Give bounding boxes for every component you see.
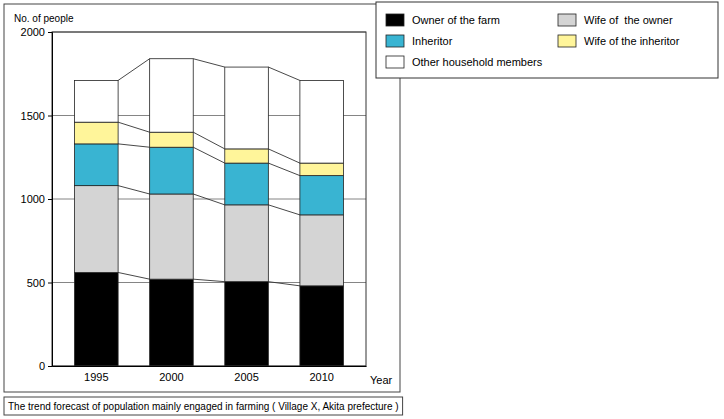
- x-tick-label: 2010: [309, 371, 333, 383]
- bar-segment: [300, 80, 344, 163]
- connector-line: [193, 59, 225, 67]
- y-tick-label: 0: [39, 360, 45, 372]
- y-tick-mark: [48, 116, 52, 117]
- y-tick-label: 1000: [21, 193, 45, 205]
- y-tick-mark: [48, 366, 52, 367]
- legend-label: Wife of the owner: [584, 14, 673, 26]
- connector-line: [268, 205, 300, 215]
- grid: [52, 32, 366, 366]
- legend-item: Wife of the inheritor: [558, 35, 680, 47]
- legend-label: Wife of the inheritor: [584, 35, 680, 47]
- bar-segment: [300, 176, 344, 215]
- title-frame: [4, 397, 403, 415]
- legend-swatch: [386, 14, 404, 26]
- legend-swatch: [386, 35, 404, 47]
- plot-frame: [52, 32, 366, 366]
- bar-segment: [150, 59, 194, 132]
- bar-segment: [225, 163, 269, 205]
- connector-line: [118, 144, 150, 147]
- legend: Owner of the farm Wife of the owner Inheri…: [376, 2, 718, 78]
- connector-line: [193, 279, 225, 282]
- legend-label: Inheritor: [412, 35, 453, 47]
- y-tick-label: 2000: [21, 26, 45, 38]
- chart-title: The trend forecast of population mainly …: [8, 401, 399, 412]
- x-tick: 2000: [159, 366, 183, 383]
- connector-line: [268, 67, 300, 80]
- x-tick: 2005: [234, 366, 258, 383]
- legend-item: Other household members: [386, 56, 543, 68]
- legend-label: Other household members: [412, 56, 543, 68]
- connector-line: [118, 59, 150, 81]
- legend-item: Wife of the owner: [558, 14, 673, 26]
- bar-segment: [225, 282, 269, 366]
- bar-segment: [75, 186, 119, 273]
- bar-segment: [75, 122, 119, 144]
- y-tick: 1000: [21, 193, 52, 205]
- y-tick: 2000: [21, 26, 52, 38]
- connector-line: [193, 132, 225, 149]
- y-axis-line: [48, 33, 53, 367]
- legend-swatch: [558, 14, 576, 26]
- y-axis: 0 500 1000 1500 2000: [21, 26, 53, 372]
- connector-line: [268, 149, 300, 163]
- y-tick-mark: [48, 283, 52, 284]
- y-tick-mark: [48, 32, 52, 33]
- y-tick: 1500: [21, 110, 52, 122]
- bar-segment: [225, 67, 269, 149]
- bar-segment: [75, 80, 119, 122]
- bar-segment: [75, 144, 119, 186]
- bars: [75, 59, 344, 366]
- x-tick-label: 2000: [159, 371, 183, 383]
- y-tick-mark: [48, 199, 52, 200]
- bar-segment: [300, 215, 344, 286]
- connector-line: [193, 147, 225, 163]
- y-tick-label: 500: [27, 277, 45, 289]
- legend-frame: [376, 2, 718, 78]
- connector-line: [193, 194, 225, 205]
- legend-item: Inheritor: [386, 35, 453, 47]
- legend-item: Owner of the farm: [386, 14, 500, 26]
- connector-line: [118, 186, 150, 194]
- x-tick-label: 1995: [84, 371, 108, 383]
- y-tick: 0: [39, 360, 52, 372]
- bar-segment: [300, 286, 344, 366]
- bar-segment: [300, 163, 344, 176]
- legend-swatch: [386, 56, 404, 68]
- connector-line: [268, 163, 300, 176]
- chart-frame: [4, 4, 400, 392]
- x-axis-title: Year: [370, 374, 393, 386]
- connector-line: [268, 282, 300, 286]
- bar-segment: [150, 279, 194, 366]
- x-axis: 1995 2000 2005 2010: [53, 366, 367, 383]
- x-axis-line: [53, 366, 367, 367]
- connector-line: [118, 272, 150, 279]
- x-tick: 1995: [84, 366, 108, 383]
- legend-swatch: [558, 35, 576, 47]
- bar-segment: [75, 272, 119, 366]
- y-tick-label: 1500: [21, 110, 45, 122]
- bar-segment: [150, 132, 194, 147]
- series: [75, 59, 344, 163]
- connector-line: [118, 122, 150, 132]
- series: [75, 272, 344, 366]
- legend-label: Owner of the farm: [412, 14, 500, 26]
- x-tick: 2010: [309, 366, 333, 383]
- bar-segment: [150, 194, 194, 279]
- y-tick: 500: [27, 277, 52, 289]
- bar-segment: [150, 147, 194, 194]
- y-axis-title: No. of people: [14, 13, 74, 24]
- bar-segment: [225, 205, 269, 282]
- x-tick-label: 2005: [234, 371, 258, 383]
- bar-segment: [225, 149, 269, 163]
